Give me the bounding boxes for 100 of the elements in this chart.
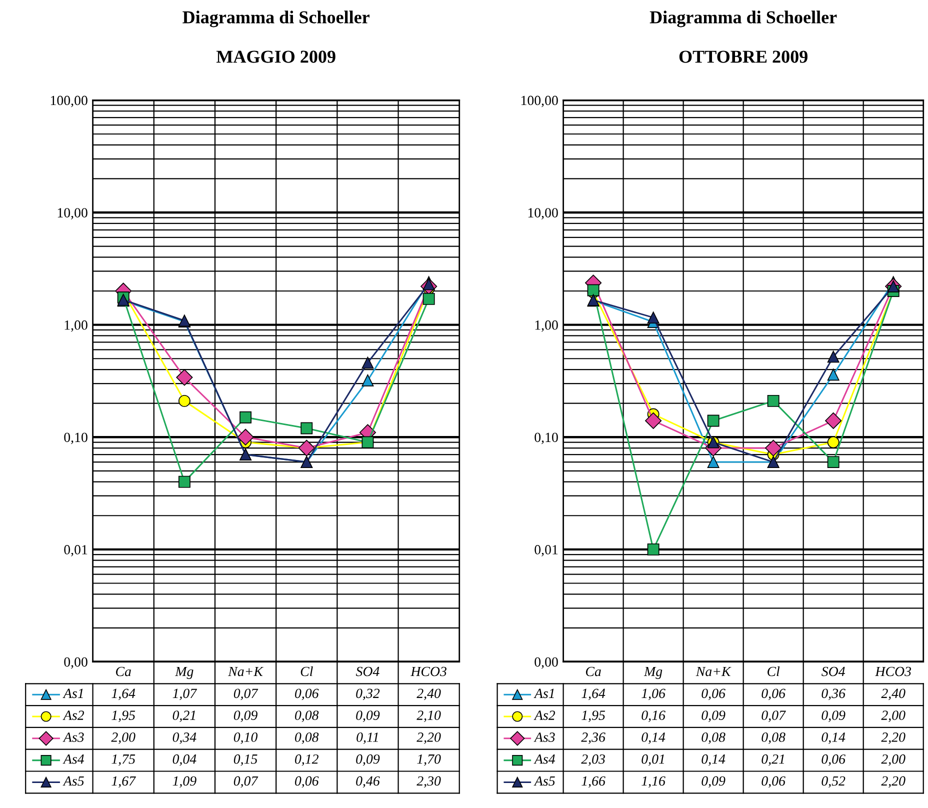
data-label: 0,07: [234, 688, 258, 700]
x-tick-label: Mg: [644, 666, 662, 679]
data-label: 0,09: [702, 776, 726, 788]
data-label: 0,36: [822, 688, 846, 700]
data-label: 0,46: [356, 776, 380, 788]
data-label: 0,09: [702, 710, 726, 722]
data-label: 2,00: [881, 710, 906, 722]
data-label: 2,30: [416, 776, 441, 788]
data-label: 1,16: [642, 776, 666, 788]
data-label: 0,14: [822, 732, 846, 744]
y-tick-label: 10,00: [528, 208, 558, 220]
data-label: 2,20: [881, 732, 906, 744]
data-label: 0,32: [356, 688, 380, 700]
point: [362, 356, 374, 369]
point: [827, 456, 840, 468]
point: [707, 456, 720, 468]
point: [300, 422, 313, 434]
point: [176, 369, 193, 386]
data-label: 0,07: [762, 710, 786, 722]
point: [767, 394, 780, 407]
x-tick-label: Mg: [175, 666, 194, 679]
y-tick-label: 1,00: [535, 320, 558, 332]
data-label: 0,06: [295, 776, 319, 788]
data-label: 0,16: [642, 710, 666, 722]
data-label: 1,70: [417, 754, 441, 766]
data-label: 0,21: [172, 710, 196, 722]
x-tick-label: Cl: [768, 666, 780, 676]
y-tick-label: 10,00: [58, 208, 88, 220]
data-label: 0,12: [295, 754, 318, 766]
point: [827, 350, 840, 363]
legend-label: As3: [534, 732, 555, 742]
chart-title: Diagramma di Schoeller: [182, 10, 370, 28]
data-label: 1,95: [582, 710, 606, 722]
data-label: 1,09: [172, 776, 196, 788]
x-tick-label: Ca: [586, 666, 601, 676]
data-label: 2,03: [581, 754, 605, 766]
data-label: 0,08: [762, 732, 786, 744]
y-tick-label: 0,01: [534, 545, 558, 556]
y-tick-label: 100,00: [521, 96, 558, 108]
data-label: 0,11: [356, 732, 378, 744]
chart-subtitle: OTTOBRE 2009: [679, 50, 808, 63]
data-label: 0,21: [762, 754, 784, 766]
data-label: 1,64: [582, 688, 606, 700]
legend-label: As5: [534, 776, 555, 786]
point: [422, 292, 435, 305]
legend-label: As1: [62, 688, 83, 698]
data-label: 0,09: [356, 754, 380, 766]
data-label: 0,06: [762, 776, 786, 788]
data-label: 0,08: [702, 732, 726, 744]
data-label: 2,20: [881, 776, 906, 788]
data-label: 0,09: [822, 710, 846, 722]
data-label: 0,04: [172, 754, 196, 766]
legend-label: As1: [534, 688, 554, 698]
y-tick-label: 0,01: [64, 545, 88, 556]
y-tick-label: 0,00: [534, 657, 558, 669]
point: [647, 312, 660, 324]
point: [827, 436, 840, 448]
data-label: 0,14: [702, 754, 726, 766]
point: [765, 440, 782, 456]
point: [645, 412, 662, 429]
point: [240, 411, 252, 424]
data-label: 1,75: [112, 754, 136, 766]
data-label: 1,64: [112, 688, 136, 700]
legend-label: As3: [62, 732, 84, 742]
data-label: 0,08: [295, 710, 319, 722]
point: [298, 440, 315, 456]
data-label: 0,06: [702, 688, 726, 700]
x-tick-label: SO4: [822, 666, 845, 676]
data-label: 2,10: [416, 710, 441, 722]
chart-subtitle: MAGGIO 2009: [216, 50, 336, 63]
legend-label: As5: [62, 776, 84, 786]
data-label: 0,01: [642, 754, 664, 766]
x-tick-label: SO4: [356, 666, 380, 676]
data-label: 2,20: [416, 732, 441, 744]
data-label: 2,00: [111, 732, 136, 744]
x-tick-label: HCO3: [410, 666, 446, 676]
point: [178, 394, 190, 407]
data-label: 0,06: [822, 754, 846, 766]
y-tick-label: 0,10: [534, 432, 558, 444]
data-label: 0,52: [822, 776, 846, 788]
legend-label: As4: [534, 754, 556, 764]
legend-label: As2: [534, 710, 556, 720]
x-tick-label: Ca: [116, 666, 131, 676]
data-label: 0,14: [642, 732, 666, 744]
data-label: 1,06: [642, 688, 666, 700]
data-label: 0,09: [234, 710, 258, 722]
point: [825, 412, 842, 429]
point: [647, 543, 660, 556]
data-label: 1,95: [112, 710, 136, 722]
data-label: 0,08: [295, 732, 319, 744]
x-tick-label: HCO3: [875, 666, 912, 676]
legend-label: As4: [62, 754, 84, 764]
data-label: 0,09: [356, 710, 380, 722]
y-tick-label: 0,00: [64, 657, 88, 669]
legend-label: As2: [62, 710, 84, 720]
point: [237, 428, 254, 446]
point: [178, 476, 190, 488]
chart-title: Diagramma di Schoeller: [650, 10, 837, 28]
data-label: 2,36: [581, 732, 606, 744]
y-tick-label: 100,00: [50, 96, 88, 108]
